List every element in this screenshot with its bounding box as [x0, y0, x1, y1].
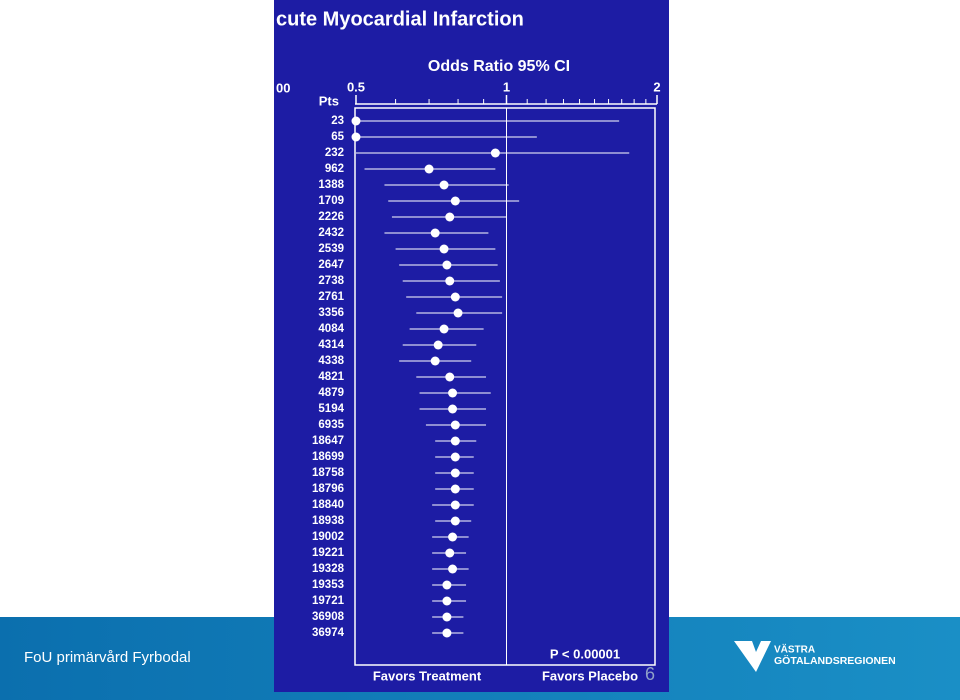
point-estimate: [424, 164, 434, 174]
point-estimate: [351, 132, 361, 142]
point-estimate: [448, 404, 458, 414]
y-tick-label: 4314: [318, 339, 344, 351]
y-tick-label: 18840: [312, 499, 344, 511]
y-tick-label: 4879: [318, 387, 344, 399]
y-tick-label: 2432: [318, 227, 344, 239]
point-estimate: [445, 276, 455, 286]
chart-title: cute Myocardial Infarction: [276, 8, 524, 30]
logo-text: GÖTALANDSREGIONEN: [774, 654, 896, 667]
point-estimate: [450, 292, 460, 302]
point-estimate: [450, 468, 460, 478]
point-estimate: [442, 580, 452, 590]
y-tick-label: 65: [331, 131, 344, 143]
y-tick-label: 18796: [312, 483, 344, 495]
y-tick-label: 232: [325, 147, 344, 159]
x-tick-label: 0.5: [347, 79, 365, 94]
point-estimate: [445, 212, 455, 222]
logo-text: VÄSTRA: [774, 643, 815, 656]
y-tick-label: 2738: [318, 275, 344, 287]
point-estimate: [442, 612, 452, 622]
axis-label: 00: [276, 80, 290, 95]
point-estimate: [450, 484, 460, 494]
point-estimate: [450, 436, 460, 446]
y-tick-label: 23: [331, 115, 344, 127]
left-label: Favors Treatment: [373, 668, 482, 683]
y-tick-label: 18758: [312, 467, 345, 479]
y-tick-label: 2761: [318, 291, 344, 303]
y-tick-label: 4821: [318, 371, 344, 383]
point-estimate: [442, 628, 452, 638]
y-tick-label: 2226: [318, 211, 344, 223]
chart-background: [274, 0, 669, 692]
point-estimate: [448, 388, 458, 398]
point-estimate: [351, 116, 361, 126]
p-value: P < 0.00001: [550, 646, 620, 661]
y-tick-label: 4338: [318, 355, 344, 367]
point-estimate: [453, 308, 463, 318]
logo-mark: [734, 641, 771, 672]
point-estimate: [430, 356, 440, 366]
point-estimate: [490, 148, 500, 158]
column-header: Pts: [319, 93, 339, 108]
point-estimate: [439, 324, 449, 334]
y-tick-label: 3356: [318, 307, 344, 319]
y-tick-label: 4084: [318, 323, 344, 335]
point-estimate: [439, 244, 449, 254]
y-tick-label: 2539: [318, 243, 344, 255]
point-estimate: [450, 420, 460, 430]
page-number: 6: [645, 664, 655, 684]
point-estimate: [433, 340, 443, 350]
subtitle: Odds Ratio 95% CI: [428, 58, 570, 75]
x-tick-label: 1: [503, 79, 510, 94]
y-tick-label: 19721: [312, 595, 345, 607]
chart: cute Myocardial Infarction Odds Ratio 95…: [274, 0, 669, 692]
point-estimate: [442, 260, 452, 270]
point-estimate: [445, 372, 455, 382]
y-tick-label: 18938: [312, 515, 345, 527]
point-estimate: [448, 532, 458, 542]
y-tick-label: 18699: [312, 451, 344, 463]
point-estimate: [450, 516, 460, 526]
point-estimate: [450, 452, 460, 462]
y-tick-label: 19002: [312, 531, 344, 543]
point-estimate: [430, 228, 440, 238]
point-estimate: [445, 548, 455, 558]
y-tick-label: 1388: [318, 179, 344, 191]
logo: VÄSTRA GÖTALANDSREGIONEN: [734, 641, 896, 672]
point-estimate: [450, 196, 460, 206]
y-tick-label: 19328: [312, 563, 345, 575]
point-estimate: [439, 180, 449, 190]
y-tick-label: 1709: [318, 195, 344, 207]
point-estimate: [450, 500, 460, 510]
point-estimate: [448, 564, 458, 574]
y-tick-label: 19221: [312, 547, 345, 559]
y-tick-label: 6935: [318, 419, 344, 431]
x-tick-label: 2: [653, 79, 660, 94]
footer-text: FoU primärvård Fyrbodal: [24, 649, 191, 666]
right-label: Favors Placebo: [542, 668, 638, 683]
y-tick-label: 36908: [312, 611, 345, 623]
y-tick-label: 19353: [312, 579, 344, 591]
y-tick-label: 5194: [318, 403, 344, 415]
plot-frame: [354, 107, 656, 666]
y-tick-label: 2647: [318, 259, 344, 271]
y-tick-label: 36974: [312, 627, 345, 639]
y-tick-label: 18647: [312, 435, 344, 447]
y-tick-label: 962: [325, 163, 344, 175]
point-estimate: [442, 596, 452, 606]
